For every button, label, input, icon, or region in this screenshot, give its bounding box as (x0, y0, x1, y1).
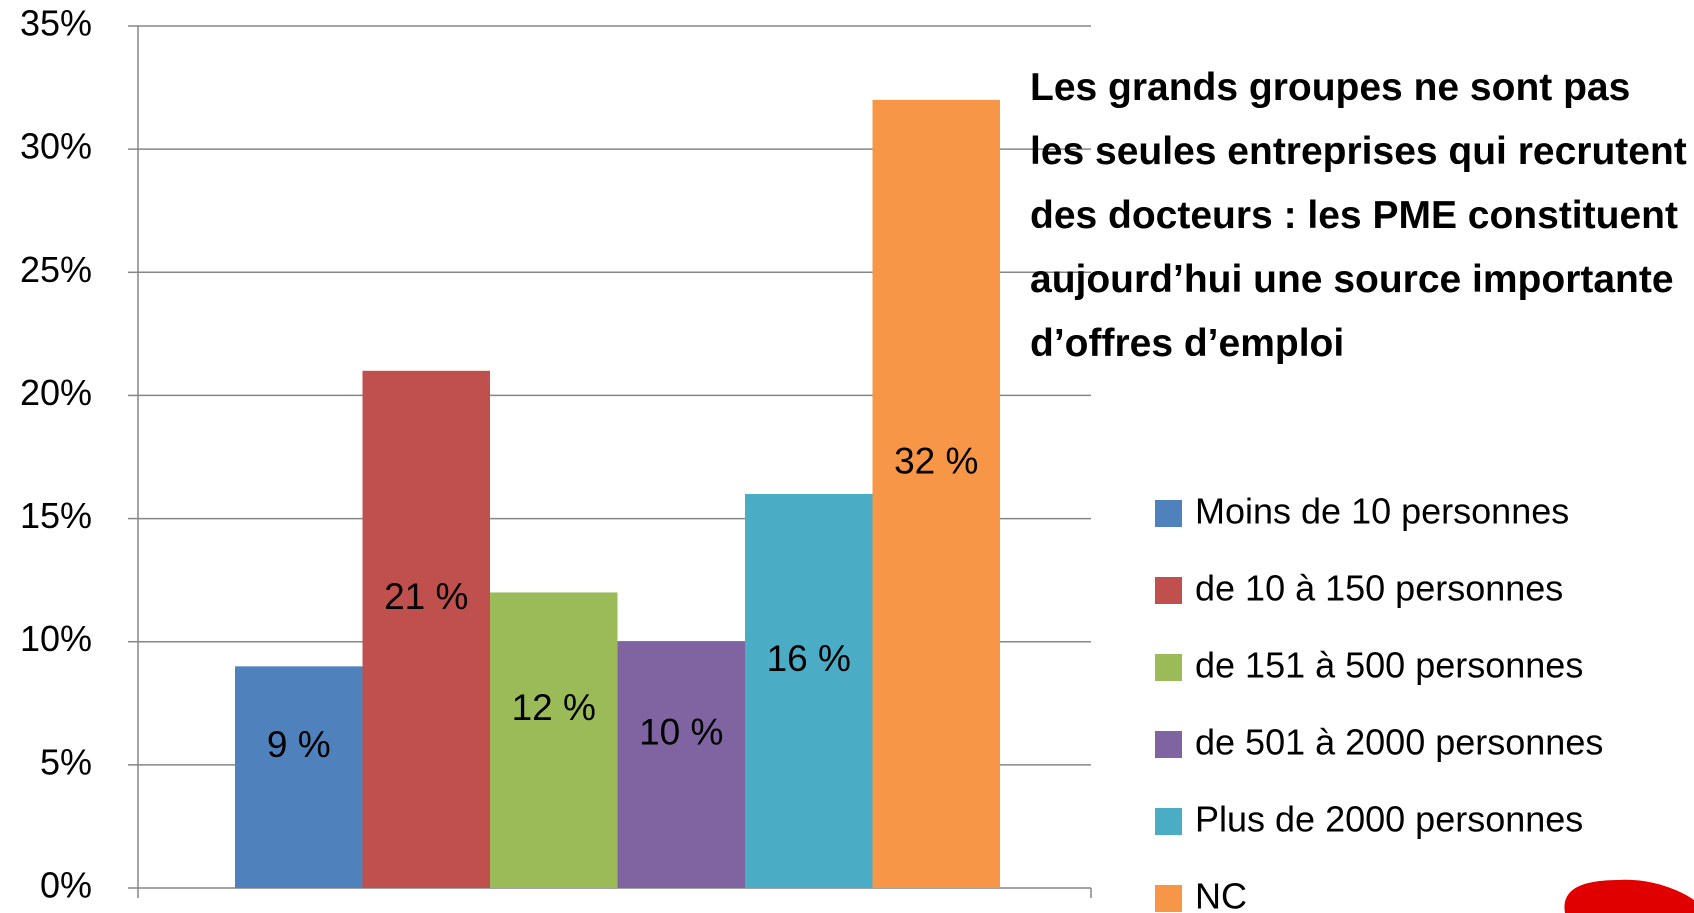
data-label: 32 % (894, 441, 978, 482)
y-tick-label: 15% (20, 495, 92, 536)
annotation: Les grands groupes ne sont pas les seule… (1030, 66, 1687, 365)
bar (617, 641, 745, 888)
bar (362, 370, 490, 888)
legend-label: de 501 à 2000 personnes (1195, 722, 1603, 763)
legend-label: de 10 à 150 personnes (1195, 568, 1563, 609)
legend-swatch (1155, 654, 1182, 681)
y-tick-label: 25% (20, 249, 92, 290)
y-tick-label: 35% (20, 3, 92, 44)
data-label: 12 % (512, 687, 596, 728)
bar (872, 99, 1000, 888)
data-label: 21 % (384, 576, 468, 617)
bar (745, 493, 873, 888)
bar (235, 666, 363, 888)
legend-swatch (1155, 885, 1182, 912)
y-tick-label: 20% (20, 372, 92, 413)
legend-swatch (1155, 577, 1182, 604)
data-label: 16 % (767, 638, 851, 679)
data-label: 9 % (267, 724, 331, 765)
y-tick-label: 30% (20, 126, 92, 167)
legend-label: NC (1195, 876, 1247, 913)
legend-label: Moins de 10 personnes (1195, 491, 1569, 532)
logo-shape (1564, 879, 1694, 913)
data-label: 10 % (639, 712, 723, 753)
legend-swatch (1155, 500, 1182, 527)
y-tick-label: 5% (40, 741, 92, 782)
y-tick-label: 0% (40, 865, 92, 906)
legend-label: Plus de 2000 personnes (1195, 799, 1583, 840)
legend-swatch (1155, 731, 1182, 758)
legend-label: de 151 à 500 personnes (1195, 645, 1583, 686)
y-tick-label: 10% (20, 618, 92, 659)
legend-swatch (1155, 808, 1182, 835)
bar (490, 592, 618, 888)
